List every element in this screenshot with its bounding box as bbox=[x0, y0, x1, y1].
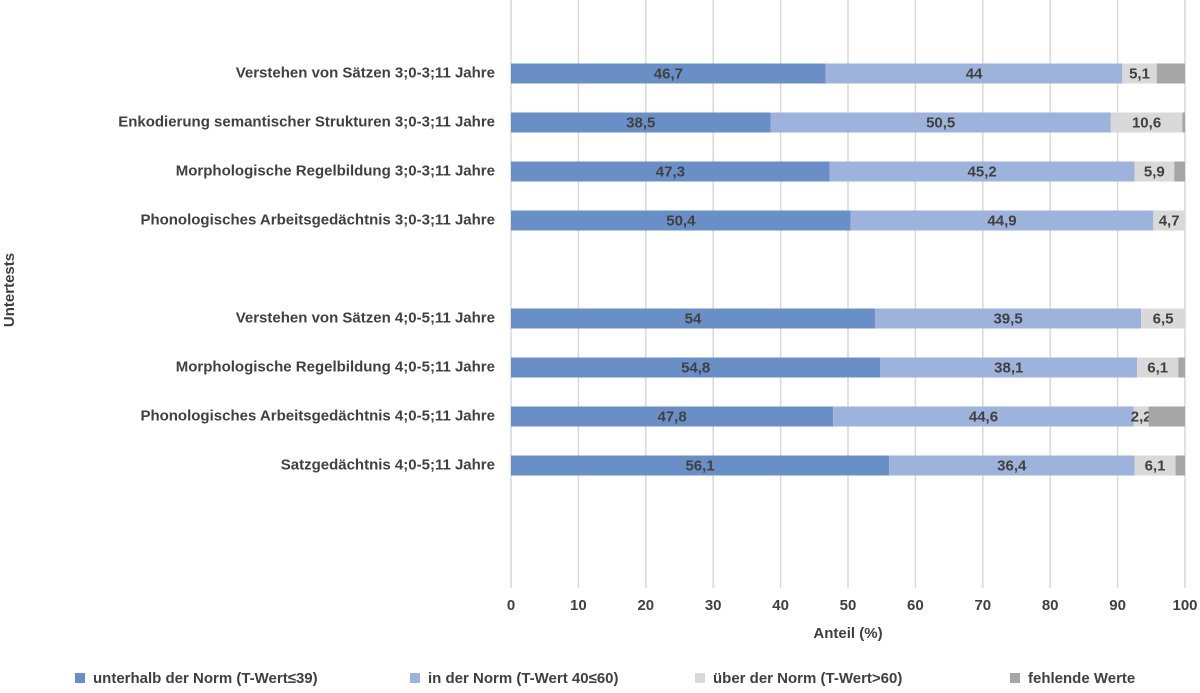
x-tick-label: 80 bbox=[1042, 597, 1059, 614]
bar-segment bbox=[511, 63, 826, 84]
data-label: 50,5 bbox=[926, 114, 955, 131]
x-tick-label: 70 bbox=[974, 597, 991, 614]
y-axis-title: Untertests bbox=[1, 253, 18, 327]
x-tick-label: 20 bbox=[637, 597, 654, 614]
bar-segment bbox=[1141, 308, 1185, 329]
bar-segment bbox=[511, 112, 771, 133]
bar-segment bbox=[511, 210, 851, 231]
bar-segment bbox=[1178, 357, 1185, 378]
y-tick-label: Verstehen von Sätzen 3;0-3;11 Jahre bbox=[236, 64, 495, 81]
bar-segment bbox=[511, 308, 875, 329]
data-label: 54,8 bbox=[681, 359, 710, 376]
x-tick-label: 30 bbox=[705, 597, 722, 614]
x-axis-title: Anteil (%) bbox=[813, 625, 882, 642]
data-label: 5,1 bbox=[1129, 65, 1150, 82]
bar-segment bbox=[889, 455, 1135, 476]
bar-segment bbox=[880, 357, 1138, 378]
legend-swatch bbox=[695, 673, 705, 683]
bar-segment bbox=[1110, 112, 1183, 133]
data-label: 47,8 bbox=[657, 408, 686, 425]
data-label: 39,5 bbox=[993, 310, 1022, 327]
y-tick-label: Verstehen von Sätzen 4;0-5;11 Jahre bbox=[236, 309, 495, 326]
data-label: 4,7 bbox=[1159, 212, 1180, 229]
legend-swatch bbox=[410, 673, 420, 683]
bar-segment bbox=[511, 406, 834, 427]
bar-segment bbox=[1156, 63, 1185, 84]
bar-segment bbox=[825, 63, 1123, 84]
x-tick-label: 90 bbox=[1109, 597, 1126, 614]
bar-segment bbox=[874, 308, 1142, 329]
y-tick-label: Morphologische Regelbildung 4;0-5;11 Jah… bbox=[176, 358, 495, 375]
bar-segment bbox=[1174, 161, 1185, 182]
data-label: 44,6 bbox=[969, 408, 998, 425]
data-label: 56,1 bbox=[685, 457, 714, 474]
bar-segment bbox=[1134, 161, 1175, 182]
data-label: 2,2 bbox=[1131, 408, 1152, 425]
data-label: 5,9 bbox=[1144, 163, 1165, 180]
bar-segment bbox=[833, 406, 1134, 427]
x-tick-label: 40 bbox=[772, 597, 789, 614]
bar-segment bbox=[1134, 455, 1176, 476]
bar-segment bbox=[1182, 112, 1185, 133]
bar-segment bbox=[1153, 210, 1185, 231]
bar-segment bbox=[1137, 357, 1179, 378]
y-tick-label: Phonologisches Arbeitsgedächtnis 4;0-5;1… bbox=[140, 407, 495, 424]
y-tick-label: Morphologische Regelbildung 3;0-3;11 Jah… bbox=[176, 162, 495, 179]
data-label: 38,5 bbox=[626, 114, 655, 131]
bar-segment bbox=[829, 161, 1135, 182]
data-label: 38,1 bbox=[994, 359, 1023, 376]
bar-segment bbox=[511, 357, 881, 378]
x-tick-label: 0 bbox=[507, 597, 515, 614]
y-tick-label: Enkodierung semantischer Strukturen 3;0-… bbox=[118, 113, 495, 130]
legend-swatch bbox=[1010, 673, 1020, 683]
data-label: 36,4 bbox=[997, 457, 1027, 474]
y-tick-label: Phonologisches Arbeitsgedächtnis 3;0-3;1… bbox=[140, 211, 495, 228]
legend-label: in der Norm (T-Wert 40≤60) bbox=[428, 670, 619, 687]
bar-segment bbox=[511, 455, 890, 476]
legend-label: fehlende Werte bbox=[1028, 670, 1135, 687]
bar-segment bbox=[850, 210, 1154, 231]
bar-segment bbox=[770, 112, 1111, 133]
x-tick-label: 60 bbox=[907, 597, 924, 614]
x-tick-label: 50 bbox=[840, 597, 857, 614]
data-label: 10,6 bbox=[1132, 114, 1161, 131]
bar-segment bbox=[511, 161, 830, 182]
x-tick-label: 10 bbox=[570, 597, 587, 614]
data-label: 6,1 bbox=[1145, 457, 1166, 474]
bar-segment bbox=[1148, 406, 1185, 427]
data-label: 44,9 bbox=[987, 212, 1016, 229]
data-label: 50,4 bbox=[666, 212, 696, 229]
data-label: 54 bbox=[685, 310, 702, 327]
x-tick-label: 100 bbox=[1172, 597, 1197, 614]
y-tick-label: Satzgedächtnis 4;0-5;11 Jahre bbox=[281, 456, 495, 473]
legend-swatch bbox=[75, 673, 85, 683]
data-label: 44 bbox=[966, 65, 983, 82]
bar-segment bbox=[1122, 63, 1157, 84]
bar-segment bbox=[1175, 455, 1185, 476]
data-label: 6,5 bbox=[1153, 310, 1174, 327]
data-label: 47,3 bbox=[656, 163, 685, 180]
data-label: 46,7 bbox=[654, 65, 683, 82]
data-label: 6,1 bbox=[1147, 359, 1168, 376]
legend-label: unterhalb der Norm (T-Wert≤39) bbox=[93, 670, 318, 687]
legend-label: über der Norm (T-Wert>60) bbox=[713, 670, 902, 687]
bar-segment bbox=[1133, 406, 1149, 427]
data-label: 45,2 bbox=[968, 163, 997, 180]
